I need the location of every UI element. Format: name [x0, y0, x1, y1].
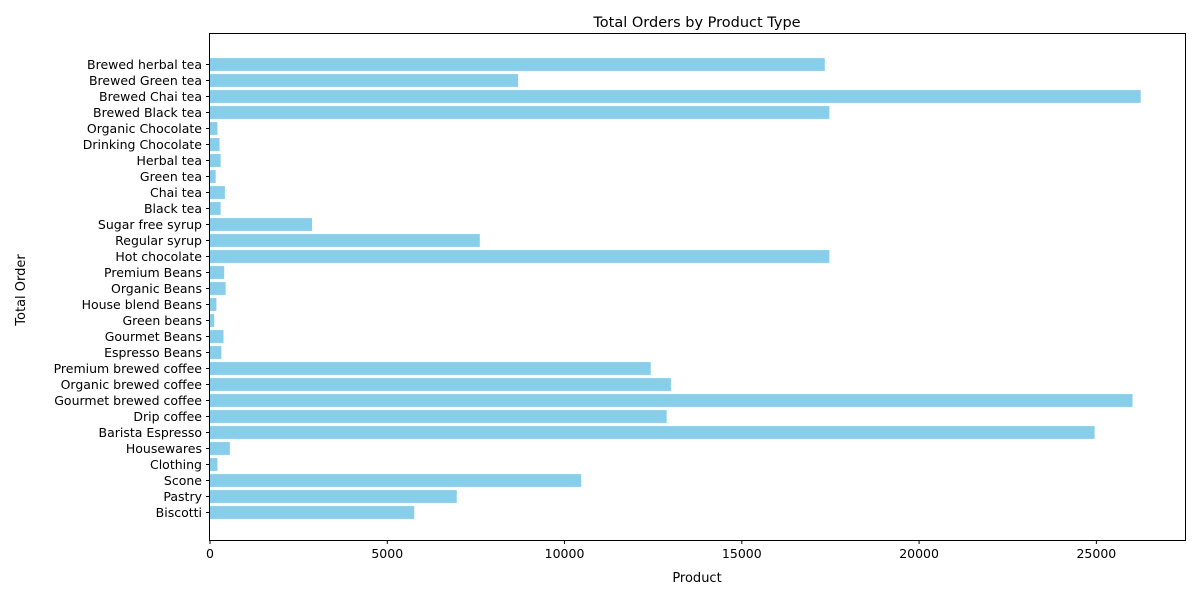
y-tick-label: Organic Beans: [111, 281, 202, 296]
y-tick-label: Green tea: [140, 169, 202, 184]
y-tick-label: Herbal tea: [136, 153, 202, 168]
y-tick-layer: BiscottiPastrySconeClothingHousewaresBar…: [54, 57, 210, 520]
y-tick-label: Pastry: [163, 489, 202, 504]
bar-premium-brewed-coffee: [210, 362, 651, 375]
x-tick-label: 25000: [1076, 546, 1116, 561]
bar-chai-tea: [210, 186, 225, 199]
x-tick-label: 20000: [899, 546, 939, 561]
y-tick-label: Espresso Beans: [104, 345, 202, 360]
bar-sugar-free-syrup: [210, 218, 313, 231]
y-tick-label: Biscotti: [156, 505, 202, 520]
bar-gourmet-beans: [210, 330, 224, 343]
bar-house-blend-beans: [210, 298, 217, 311]
y-tick-label: Brewed Green tea: [89, 73, 202, 88]
y-tick-label: Gourmet brewed coffee: [54, 393, 202, 408]
x-tick-label: 15000: [722, 546, 762, 561]
y-tick-label: Hot chocolate: [115, 249, 202, 264]
y-tick-label: Gourmet Beans: [105, 329, 202, 344]
bar-drinking-chocolate: [210, 138, 220, 151]
bar-drip-coffee: [210, 410, 667, 423]
y-tick-label: Drinking Chocolate: [83, 137, 203, 152]
y-tick-label: Barista Espresso: [99, 425, 202, 440]
y-tick-label: Brewed Chai tea: [99, 89, 202, 104]
bar-premium-beans: [210, 266, 225, 279]
y-tick-label: Premium Beans: [104, 265, 202, 280]
y-tick-label: Sugar free syrup: [98, 217, 202, 232]
bar-housewares: [210, 442, 230, 455]
bar-herbal-tea: [210, 154, 221, 167]
y-tick-label: Brewed herbal tea: [87, 57, 202, 72]
bar-organic-beans: [210, 282, 226, 295]
bar-black-tea: [210, 202, 221, 215]
bar-regular-syrup: [210, 234, 480, 247]
bar-hot-chocolate: [210, 250, 830, 263]
y-tick-label: Brewed Black tea: [93, 105, 202, 120]
bar-espresso-beans: [210, 346, 222, 359]
bar-green-beans: [210, 314, 215, 327]
chart-title: Total Orders by Product Type: [592, 15, 800, 31]
bar-organic-chocolate: [210, 122, 218, 135]
bar-brewed-green-tea: [210, 74, 519, 87]
y-tick-label: Green beans: [122, 313, 202, 328]
x-tick-label: 10000: [545, 546, 585, 561]
bar-green-tea: [210, 170, 216, 183]
y-tick-label: Organic brewed coffee: [61, 377, 203, 392]
bar-brewed-herbal-tea: [210, 58, 825, 71]
x-tick-label: 5000: [371, 546, 403, 561]
y-tick-label: Scone: [164, 473, 202, 488]
bar-pastry: [210, 490, 457, 503]
x-tick-label: 0: [206, 546, 214, 561]
bar-scone: [210, 474, 582, 487]
x-axis-label: Product: [672, 571, 721, 586]
bar-organic-brewed-coffee: [210, 378, 671, 391]
y-tick-label: House blend Beans: [82, 297, 202, 312]
bar-brewed-black-tea: [210, 106, 830, 119]
bars-layer: [210, 58, 1141, 519]
plot-frame: [209, 33, 1186, 541]
y-tick-label: Premium brewed coffee: [54, 361, 203, 376]
bar-biscotti: [210, 506, 415, 519]
y-tick-label: Chai tea: [150, 185, 202, 200]
bar-gourmet-brewed-coffee: [210, 394, 1133, 407]
y-tick-label: Organic Chocolate: [87, 121, 202, 136]
y-axis-label: Total Order: [14, 254, 29, 327]
y-tick-label: Drip coffee: [133, 409, 202, 424]
bar-brewed-chai-tea: [210, 90, 1141, 103]
bar-clothing: [210, 458, 218, 471]
y-tick-label: Regular syrup: [115, 233, 202, 248]
bar-barista-espresso: [210, 426, 1095, 439]
x-tick-layer: 0 5000 10000 15000 20000 25000: [206, 540, 1116, 561]
y-tick-label: Housewares: [126, 441, 202, 456]
y-tick-label: Clothing: [150, 457, 202, 472]
y-tick-label: Black tea: [144, 201, 202, 216]
